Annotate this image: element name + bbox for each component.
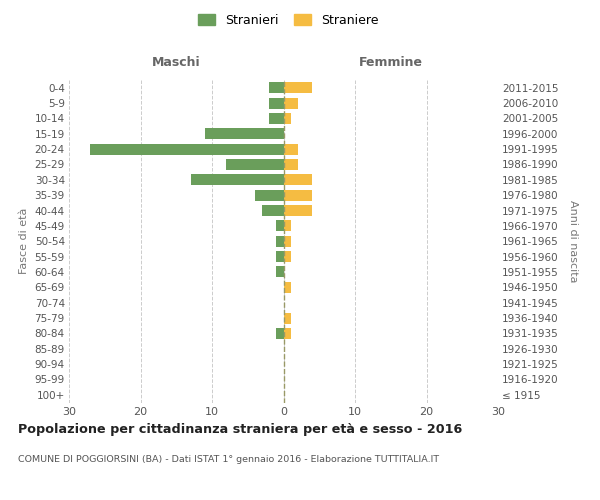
Text: COMUNE DI POGGIORSINI (BA) - Dati ISTAT 1° gennaio 2016 - Elaborazione TUTTITALI: COMUNE DI POGGIORSINI (BA) - Dati ISTAT … — [18, 455, 439, 464]
Bar — [226, 159, 284, 170]
Bar — [91, 144, 284, 154]
Bar — [284, 282, 290, 293]
Text: Popolazione per cittadinanza straniera per età e sesso - 2016: Popolazione per cittadinanza straniera p… — [18, 422, 462, 436]
Bar — [284, 82, 312, 93]
Bar — [284, 98, 298, 108]
Bar — [269, 113, 284, 124]
Bar — [284, 205, 312, 216]
Text: Maschi: Maschi — [152, 56, 200, 69]
Bar — [284, 174, 312, 186]
Bar — [284, 312, 290, 324]
Bar — [284, 113, 290, 124]
Bar — [262, 205, 284, 216]
Bar — [269, 82, 284, 93]
Legend: Stranieri, Straniere: Stranieri, Straniere — [193, 8, 383, 32]
Bar — [284, 328, 290, 339]
Bar — [284, 236, 290, 247]
Bar — [284, 190, 312, 200]
Bar — [277, 236, 284, 247]
Bar — [277, 251, 284, 262]
Bar — [191, 174, 284, 186]
Bar — [205, 128, 284, 140]
Bar — [284, 220, 290, 232]
Bar — [277, 266, 284, 278]
Bar — [255, 190, 284, 200]
Y-axis label: Fasce di età: Fasce di età — [19, 208, 29, 274]
Y-axis label: Anni di nascita: Anni di nascita — [568, 200, 578, 282]
Text: Femmine: Femmine — [359, 56, 423, 69]
Bar — [277, 220, 284, 232]
Bar — [277, 328, 284, 339]
Bar — [284, 144, 298, 154]
Bar — [269, 98, 284, 108]
Bar — [284, 251, 290, 262]
Bar — [284, 159, 298, 170]
